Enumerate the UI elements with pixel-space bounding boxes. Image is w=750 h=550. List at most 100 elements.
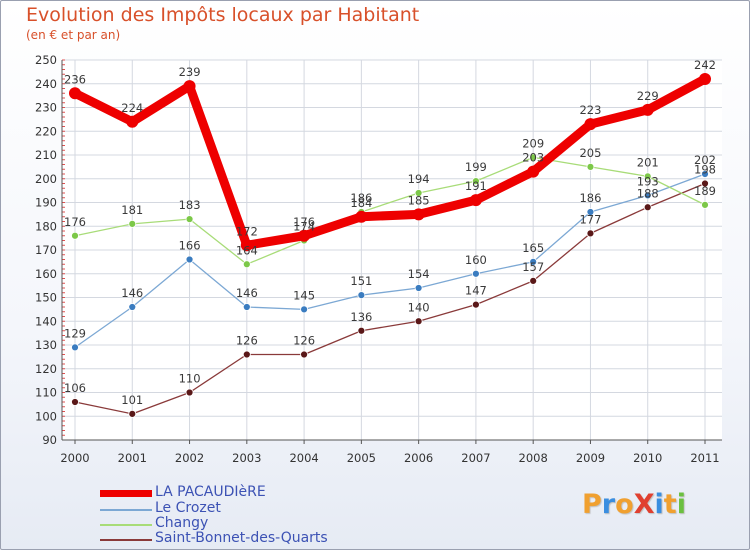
data-point-saint-bonnet-des-quarts <box>701 179 709 188</box>
data-label-changy: 186 <box>350 191 372 205</box>
data-point-changy <box>643 172 652 181</box>
data-label-la-pacaudi-re: 191 <box>465 179 487 193</box>
data-label-la-pacaudi-re: 185 <box>408 193 430 207</box>
data-label-saint-bonnet-des-quarts: 188 <box>637 186 659 200</box>
y-tick-label: 90 <box>42 433 57 447</box>
y-tick-label: 120 <box>35 362 57 376</box>
y-tick-label: 100 <box>35 409 57 423</box>
data-point-le-crozet <box>701 170 709 178</box>
y-tick-label: 180 <box>35 219 57 233</box>
x-tick-label: 2005 <box>347 451 376 465</box>
y-tick-label: 150 <box>35 291 57 305</box>
chart-subtitle: (en € et par an) <box>26 28 121 42</box>
data-label-changy: 181 <box>121 203 143 217</box>
data-point-saint-bonnet-des-quarts <box>472 300 480 309</box>
data-point-saint-bonnet-des-quarts <box>643 203 652 212</box>
data-label-la-pacaudi-re: 223 <box>579 103 601 117</box>
x-tick-label: 2010 <box>633 451 662 465</box>
data-point-changy <box>472 177 480 186</box>
x-tick-label: 2007 <box>461 451 490 465</box>
y-tick-label: 130 <box>35 338 57 352</box>
data-label-saint-bonnet-des-quarts: 110 <box>179 372 201 386</box>
data-label-le-crozet: 154 <box>408 267 430 281</box>
data-point-saint-bonnet-des-quarts <box>357 326 366 335</box>
chart-title: Evolution des Impôts locaux par Habitant <box>26 4 420 26</box>
data-point-saint-bonnet-des-quarts <box>414 317 423 326</box>
data-point-changy <box>701 200 709 209</box>
x-tick-label: 2006 <box>404 451 433 465</box>
data-label-saint-bonnet-des-quarts: 157 <box>522 260 544 274</box>
data-point-la-pacaudi-re <box>240 239 253 252</box>
data-point-le-crozet <box>357 291 366 300</box>
y-tick-label: 250 <box>35 53 57 67</box>
data-label-changy: 189 <box>694 184 716 198</box>
data-point-saint-bonnet-des-quarts <box>242 350 251 359</box>
data-label-saint-bonnet-des-quarts: 101 <box>121 393 143 407</box>
logo-letter: P <box>582 489 602 520</box>
data-label-saint-bonnet-des-quarts: 140 <box>408 300 430 314</box>
legend-label-la-pacaudiere: LA PACAUDIèRE <box>155 484 266 500</box>
x-tick-label: 2008 <box>519 451 548 465</box>
data-label-le-crozet: 186 <box>579 191 601 205</box>
data-point-changy <box>586 162 595 171</box>
data-point-le-crozet <box>586 208 595 216</box>
data-point-la-pacaudi-re <box>355 210 368 223</box>
data-point-saint-bonnet-des-quarts <box>71 398 79 406</box>
x-tick-label: 2002 <box>175 451 204 465</box>
legend-swatch-changy <box>100 524 152 526</box>
data-point-le-crozet <box>529 257 538 266</box>
data-point-changy <box>128 219 137 228</box>
data-label-changy: 209 <box>522 136 544 150</box>
data-point-saint-bonnet-des-quarts <box>529 276 538 285</box>
legend-label-saint-bonnet-des-quarts: Saint-Bonnet-des-Quarts <box>155 530 328 546</box>
y-tick-label: 220 <box>35 124 57 138</box>
legend-swatch-le-crozet <box>100 509 152 511</box>
data-label-le-crozet: 151 <box>350 274 372 288</box>
x-tick-label: 2003 <box>232 451 261 465</box>
logo-letter: t <box>663 489 677 520</box>
data-point-changy <box>529 153 538 162</box>
logo-letter: i <box>654 489 664 520</box>
data-label-le-crozet: 193 <box>637 174 659 188</box>
data-label-le-crozet: 146 <box>121 286 143 300</box>
series-line-le-crozet <box>74 173 706 349</box>
data-point-le-crozet <box>472 269 480 278</box>
data-point-changy <box>185 215 194 224</box>
series-line-saint-bonnet-des-quarts <box>74 182 706 415</box>
data-label-le-crozet: 146 <box>236 286 258 300</box>
data-label-changy: 201 <box>637 155 659 169</box>
data-label-la-pacaudi-re: 172 <box>236 224 258 238</box>
y-tick-label: 210 <box>35 148 57 162</box>
y-tick-label: 160 <box>35 267 57 281</box>
data-label-saint-bonnet-des-quarts: 126 <box>293 334 315 348</box>
data-point-saint-bonnet-des-quarts <box>128 409 137 418</box>
data-label-changy: 183 <box>179 198 201 212</box>
data-label-la-pacaudi-re: 224 <box>121 101 143 115</box>
y-tick-label: 170 <box>35 243 57 257</box>
data-label-saint-bonnet-des-quarts: 177 <box>579 212 601 226</box>
y-tick-label: 190 <box>35 196 57 210</box>
data-label-saint-bonnet-des-quarts: 106 <box>64 381 86 395</box>
series-line-la-pacaudi-re <box>70 74 710 250</box>
x-tick-label: 2011 <box>690 451 719 465</box>
data-point-le-crozet <box>128 303 137 311</box>
data-point-la-pacaudi-re <box>469 194 482 207</box>
logo-letter: o <box>615 489 634 520</box>
data-point-la-pacaudi-re <box>584 118 597 131</box>
legend-swatch-la-pacaudiere <box>100 490 152 497</box>
data-label-changy: 199 <box>465 160 487 174</box>
data-point-la-pacaudi-re <box>699 73 711 85</box>
data-label-saint-bonnet-des-quarts: 198 <box>694 163 716 177</box>
data-label-la-pacaudi-re: 242 <box>694 58 716 72</box>
data-label-le-crozet: 166 <box>179 239 201 253</box>
data-point-la-pacaudi-re <box>69 87 81 100</box>
proxiti-logo: ProXiti <box>582 489 686 520</box>
y-tick-label: 240 <box>35 77 57 91</box>
y-tick-label: 140 <box>35 314 57 328</box>
x-tick-label: 2004 <box>289 451 318 465</box>
x-tick-label: 2001 <box>118 451 147 465</box>
y-tick-label: 230 <box>35 101 57 115</box>
data-point-saint-bonnet-des-quarts <box>185 388 194 397</box>
data-label-saint-bonnet-des-quarts: 136 <box>350 310 372 324</box>
data-point-la-pacaudi-re <box>641 103 654 116</box>
